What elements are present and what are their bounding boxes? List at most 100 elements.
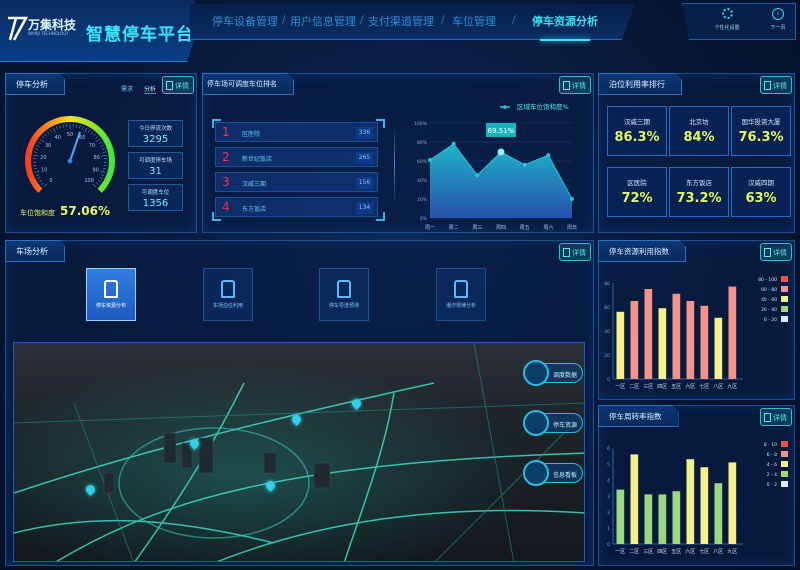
chevron-right-icon: › [772, 8, 784, 20]
gauge-tick [34, 170, 40, 173]
analysis-tile[interactable]: 潮汐规律分析 [436, 268, 486, 321]
utilization-card[interactable]: 北京坊 84% [669, 106, 729, 156]
y-tick-label: 0% [420, 216, 428, 222]
data-point [451, 141, 456, 146]
next-page-button[interactable]: › 下一页 [763, 8, 793, 31]
nav-item[interactable]: 车位管理 [452, 15, 496, 28]
legend-label: 区域车位饱和度% [517, 102, 569, 111]
ranking-row[interactable]: 4 东方饭店 134 [215, 197, 378, 217]
nav-separator: / [282, 13, 286, 26]
detail-label: 详情 [773, 414, 787, 422]
gauge-tick-label: 90 [92, 167, 98, 173]
data-point [497, 148, 505, 156]
bar [644, 289, 653, 379]
legend-swatch [781, 461, 788, 467]
lot-name: 东方饭店 [686, 179, 712, 187]
gauge-tick [36, 145, 40, 147]
tab-demand[interactable]: 需求 [121, 86, 134, 93]
stat-dispatchable-spaces: 可调度车位 1356 [128, 184, 183, 211]
ranking-row[interactable]: 2 新世纪饭店 265 [215, 147, 378, 167]
detail-label: 详情 [572, 249, 586, 257]
detail-button[interactable]: 详情 [760, 408, 792, 426]
nav-item[interactable]: 支付渠道管理 [368, 15, 434, 28]
tooltip-text: 69.51% [488, 127, 515, 135]
utilization-value: 63% [745, 191, 777, 206]
ranking-row[interactable]: 1 区医院 336 [215, 122, 378, 142]
parking-resource-button[interactable]: 停车资源 [523, 410, 583, 436]
ranking-row[interactable]: 3 汉威三期 156 [215, 172, 378, 192]
corner-bracket [212, 119, 221, 128]
utilization-card[interactable]: 区医院 72% [607, 167, 667, 217]
gauge-tick [100, 145, 104, 147]
corner-bracket [376, 119, 385, 128]
logo-text: 万集科技 [28, 18, 77, 32]
gauge-tick [101, 174, 105, 176]
area-fill [430, 143, 572, 218]
legend-swatch [781, 471, 788, 477]
x-tick-label: 九区 [727, 548, 737, 555]
nav-separator: / [441, 13, 445, 26]
legend-swatch [781, 306, 788, 312]
utilization-card[interactable]: 国华投资大厦 76.3% [731, 106, 791, 156]
panel-title: 停车场可调度车位排名 [202, 73, 294, 95]
legend-swatch [781, 481, 788, 487]
gauge-tick-label: 20 [40, 155, 46, 161]
space-count: 265 [356, 152, 373, 164]
analysis-tile[interactable]: 车场泊位利用 [203, 268, 253, 321]
detail-button[interactable]: 详情 [559, 243, 591, 261]
nav-item[interactable]: 用户信息管理 [290, 15, 356, 28]
x-tick-label: 六区 [685, 548, 695, 555]
dispatch-data-button[interactable]: 调度数据 [523, 360, 583, 386]
detail-button[interactable]: 详情 [559, 76, 591, 94]
city-map[interactable]: 调度数据 停车资源 信息看板 [13, 342, 585, 562]
y-tick-label: 20% [417, 197, 428, 203]
detail-label: 详情 [572, 82, 586, 90]
gauge-tick [35, 148, 39, 150]
panel-title: 停车资源利用指数 [598, 240, 686, 262]
bar [686, 459, 695, 544]
info-board-button[interactable]: 信息看板 [523, 460, 583, 486]
bar [728, 286, 737, 379]
bar [672, 293, 681, 379]
legend-label: 6 - 8 [767, 452, 777, 458]
bar [630, 301, 639, 379]
corner-bracket [212, 212, 221, 221]
panel-title: 停车分析 [5, 73, 65, 95]
saturation-gauge: 010 20 30 40 50 60 70 80 90 100 [25, 116, 115, 193]
gauge-tick [102, 151, 106, 153]
settings-button[interactable]: 个性化设置 [712, 8, 742, 31]
analysis-tile[interactable]: 停车资源分布 [86, 268, 136, 321]
utilization-card[interactable]: 汉威三期 86.3% [607, 106, 667, 156]
y-tick-label: 80% [417, 140, 428, 146]
utilization-value: 84% [683, 130, 715, 145]
utilization-card[interactable]: 汉威四期 63% [731, 167, 791, 217]
corner-bracket [376, 212, 385, 221]
detail-button[interactable]: 详情 [760, 243, 792, 261]
tab-analysis[interactable]: 分析 [144, 86, 157, 94]
gauge-tick [99, 141, 102, 144]
gauge-tick [90, 131, 93, 135]
legend-label: 0 - 20 [764, 317, 777, 323]
gauge-tick [92, 183, 97, 188]
tile-label: 潮汐规律分析 [445, 303, 476, 309]
y-tick-label: 1 [607, 526, 610, 532]
detail-button[interactable]: 详情 [760, 76, 792, 94]
detail-button[interactable]: 详情 [162, 76, 194, 94]
nav-item[interactable]: 停车资源分析 [532, 15, 598, 28]
analysis-tile[interactable]: 停车导流预测 [319, 268, 369, 321]
nav-item[interactable]: 停车设备管理 [212, 15, 278, 28]
turnover-bar-chart: 0 1 2 3 4 5 6 一区 二区 三区 四区 五区 六区 七区 八区 九区 8 - 10 6 - 8 4 - … [607, 441, 788, 555]
gear-icon [721, 8, 733, 19]
utilization-card[interactable]: 东方饭店 73.2% [669, 167, 729, 217]
gauge-tick [41, 182, 44, 185]
rank-number: 4 [222, 200, 230, 214]
detail-label: 详情 [175, 82, 189, 90]
rank-number: 3 [222, 175, 230, 189]
y-tick-label: 100% [414, 121, 428, 127]
y-tick-label: 6 [607, 446, 610, 452]
legend-label: 60 - 80 [761, 287, 777, 293]
panel-title: 车场分析 [5, 240, 65, 262]
gauge-tick [88, 129, 91, 133]
legend-swatch [781, 276, 788, 282]
utilization-value: 73.2% [676, 191, 722, 206]
